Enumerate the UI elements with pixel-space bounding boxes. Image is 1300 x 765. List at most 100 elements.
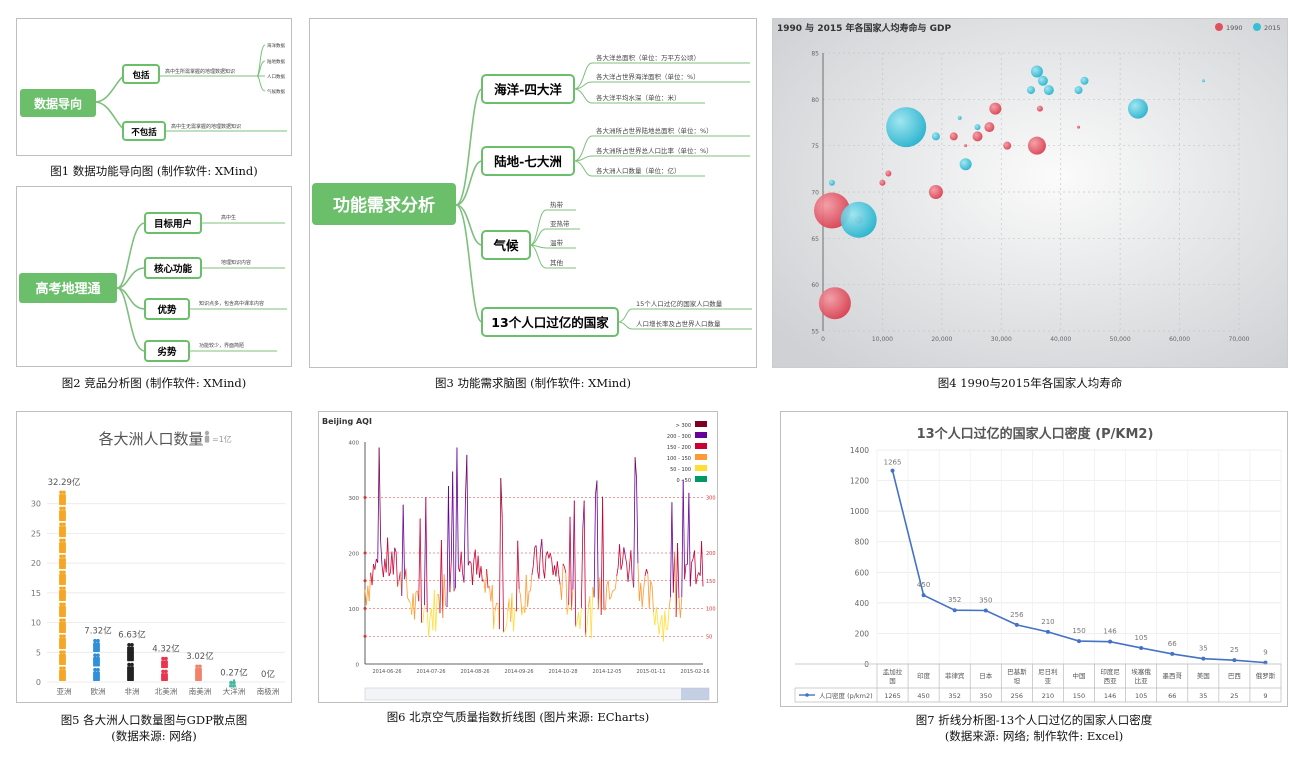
fig4-point-2015[interactable] xyxy=(959,158,972,171)
fig5-bar-icon xyxy=(93,667,100,681)
fig6-line-segment xyxy=(448,485,451,593)
fig6-line-segment xyxy=(609,596,612,600)
fig4-point-2015[interactable] xyxy=(1201,79,1205,83)
fig6-line-segment xyxy=(695,576,698,585)
fig6-line-segment xyxy=(439,539,442,614)
fig6-line-segment xyxy=(684,564,687,580)
fig4-point-2015[interactable] xyxy=(1030,65,1043,78)
fig6-line-segment xyxy=(562,563,565,567)
fig7-data-label: 105 xyxy=(1134,634,1147,642)
fig4-point-1990[interactable] xyxy=(928,185,943,199)
fig4-point-1990[interactable] xyxy=(879,179,886,186)
fig7-point[interactable] xyxy=(1201,656,1206,661)
fig6-legend-swatch[interactable] xyxy=(695,454,707,460)
fig7-point[interactable] xyxy=(890,468,895,473)
fig7-category-label: 印度 xyxy=(917,671,931,680)
fig6-line-segment xyxy=(385,537,389,573)
fig7-point[interactable] xyxy=(921,593,926,598)
fig7-caption-1: 图7 折线分析图-13个人口过亿的国家人口密度 xyxy=(915,713,1153,727)
fig7-point[interactable] xyxy=(1170,651,1175,656)
fig6-line-segment xyxy=(506,611,509,627)
fig4-point-2015[interactable] xyxy=(1037,75,1048,86)
fig7-point[interactable] xyxy=(1014,622,1019,627)
fig3-b2-leaf-3: 其他 xyxy=(550,258,564,267)
fig6-line-segment xyxy=(630,550,633,581)
fig7-point[interactable] xyxy=(1108,639,1113,644)
fig6-line-segment xyxy=(433,589,437,632)
fig4-point-2015[interactable] xyxy=(840,201,877,238)
fig4-point-2015[interactable] xyxy=(1127,98,1148,119)
fig4-point-2015[interactable] xyxy=(1080,76,1089,85)
fig4-point-1990[interactable] xyxy=(885,170,892,177)
fig5-bar-icon xyxy=(59,506,66,522)
fig7-caption-2: (数据来源: 网络; 制作软件: Excel) xyxy=(944,729,1124,743)
fig7-point[interactable] xyxy=(983,608,988,613)
fig4-point-1990[interactable] xyxy=(964,144,968,148)
fig4-point-1990[interactable] xyxy=(1003,141,1012,150)
fig6-legend-swatch[interactable] xyxy=(695,432,707,438)
fig6-line-segment xyxy=(452,471,455,592)
fig6-line-segment xyxy=(644,569,647,577)
fig6-line-segment xyxy=(501,516,504,633)
fig4-point-2015[interactable] xyxy=(931,132,940,141)
fig5-bar-icon xyxy=(59,650,66,666)
fig6-line-segment xyxy=(661,615,664,642)
fig6-line-segment xyxy=(408,600,411,603)
fig4-point-1990[interactable] xyxy=(989,102,1002,115)
fig7-point[interactable] xyxy=(1232,658,1237,663)
fig6-line-segment xyxy=(517,540,520,590)
fig6-datazoom-handle[interactable] xyxy=(681,688,709,700)
fig7-table-value: 25 xyxy=(1230,692,1238,700)
fig6-line-segment xyxy=(605,585,608,611)
fig6-legend-label: > 300 xyxy=(676,423,691,429)
fig4-ytick: 60 xyxy=(811,282,819,289)
fig6-datazoom-slider[interactable] xyxy=(364,687,710,701)
fig6-line-segment xyxy=(561,563,564,600)
fig7-table-value: 146 xyxy=(1104,692,1116,700)
fig4-point-1990[interactable] xyxy=(1077,125,1081,129)
fig7-data-label: 210 xyxy=(1041,618,1054,626)
fig6-line-segment xyxy=(558,574,561,585)
fig7-point[interactable] xyxy=(1263,660,1268,665)
fig7-point[interactable] xyxy=(952,608,957,613)
fig4-point-2015[interactable] xyxy=(1027,86,1035,95)
fig6-ytick: 100 xyxy=(349,607,360,613)
fig5-category-label: 北美洲 xyxy=(155,686,178,696)
fig4-point-2015[interactable] xyxy=(957,115,962,120)
fig6-line-segment xyxy=(510,592,513,622)
fig4-background xyxy=(773,19,1287,367)
fig6-line-segment xyxy=(671,502,674,593)
fig7-data-label: 150 xyxy=(1072,627,1085,635)
fig6-line-segment xyxy=(374,558,377,570)
fig6-line-segment xyxy=(498,478,502,630)
fig4-point-2015[interactable] xyxy=(886,107,927,148)
fig6-legend-swatch[interactable] xyxy=(695,465,707,471)
fig3-b1-leaf-0: 各大洲所占世界陆地总面积（单位：%） xyxy=(596,126,713,135)
fig6-markline-dot xyxy=(363,579,367,583)
fig7-point[interactable] xyxy=(1077,639,1081,644)
fig6-line-segment xyxy=(440,539,444,618)
fig4-point-1990[interactable] xyxy=(984,122,995,133)
fig4-point-1990[interactable] xyxy=(1027,136,1046,155)
fig5-value-label: 4.32亿 xyxy=(152,643,179,654)
fig6-line-segment xyxy=(484,569,488,593)
fig7-ytick: 1000 xyxy=(850,507,869,516)
fig4-point-2015[interactable] xyxy=(828,179,835,186)
fig4-point-1990[interactable] xyxy=(818,287,851,320)
fig4-point-2015[interactable] xyxy=(974,124,981,131)
fig6-legend-swatch[interactable] xyxy=(695,421,707,427)
fig4-point-1990[interactable] xyxy=(972,131,983,142)
fig6-line-segment xyxy=(640,583,643,608)
fig4-ytick: 70 xyxy=(811,190,819,197)
fig6-legend-swatch[interactable] xyxy=(695,476,707,482)
fig7-ytick: 400 xyxy=(855,599,870,608)
fig4-point-1990[interactable] xyxy=(1036,105,1043,112)
fig4-point-2015[interactable] xyxy=(1074,86,1083,95)
fig6-legend-swatch[interactable] xyxy=(695,443,707,449)
fig4-point-1990[interactable] xyxy=(949,132,958,141)
fig4-point-2015[interactable] xyxy=(1043,85,1054,96)
fig6-line-segment xyxy=(590,587,594,639)
fig5-category-label: 南极洲 xyxy=(257,686,280,696)
fig7-point[interactable] xyxy=(1139,645,1144,650)
fig7-point[interactable] xyxy=(1045,629,1050,634)
